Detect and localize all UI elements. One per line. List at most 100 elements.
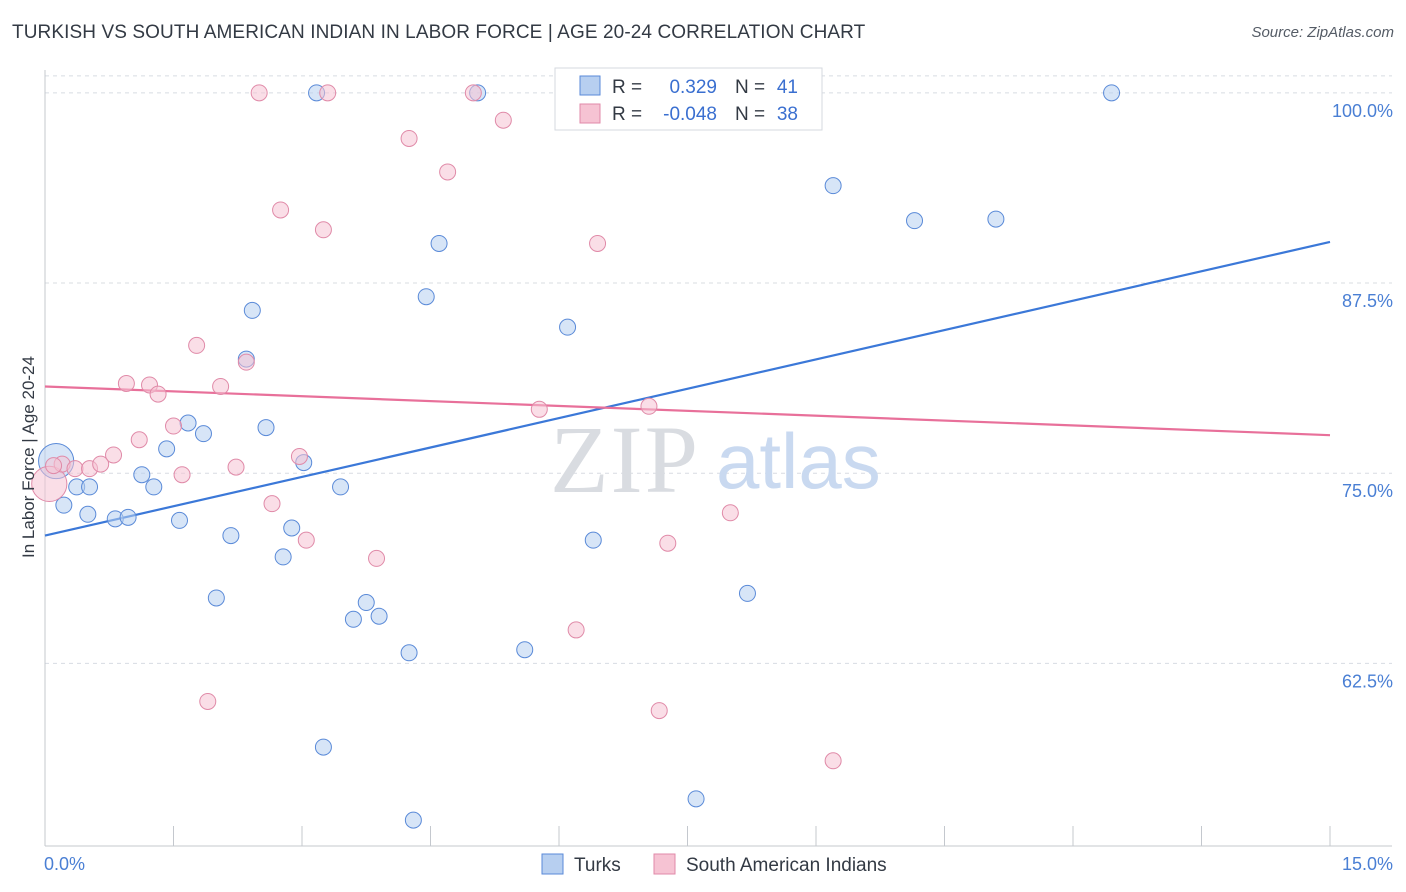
point-south-american-indians [165, 417, 182, 435]
stats-r-label-turks: R = [612, 77, 642, 98]
stats-n-label-turks: N = [735, 77, 765, 98]
y-tick-label: 75.0% [1342, 481, 1393, 501]
stats-n-value-turks: 41 [777, 77, 798, 98]
point-south-american-indians [319, 84, 337, 102]
point-turks [79, 505, 97, 523]
point-turks [274, 548, 292, 566]
point-south-american-indians [721, 504, 739, 522]
point-turks [257, 419, 275, 437]
point-south-american-indians [66, 460, 84, 478]
point-south-american-indians [263, 495, 281, 513]
point-turks [145, 478, 163, 496]
stats-n-label-south-american-indians: N = [735, 104, 765, 125]
point-south-american-indians [824, 752, 842, 770]
point-turks [404, 811, 422, 829]
point-south-american-indians [199, 692, 217, 710]
point-turks [332, 478, 350, 496]
point-turks [119, 508, 137, 526]
chart-title: TURKISH VS SOUTH AMERICAN INDIAN IN LABO… [12, 22, 866, 43]
point-turks [194, 425, 212, 443]
point-south-american-indians [368, 549, 386, 567]
point-south-american-indians [314, 221, 332, 239]
series-legend: Turks South American Indians [541, 853, 887, 876]
point-turks [400, 644, 418, 662]
point-south-american-indians [650, 702, 668, 720]
tick-labels: 62.5% 75.0% 87.5% 100.0% 0.0% 15.0% [44, 101, 1393, 874]
stats-swatch-turks [579, 75, 601, 96]
point-turks [370, 607, 388, 625]
point-turks [417, 288, 435, 306]
point-turks [170, 511, 188, 529]
point-turks [516, 641, 534, 659]
watermark-zip: ZIP [550, 406, 700, 513]
y-tick-label: 87.5% [1342, 291, 1393, 311]
point-south-american-indians [297, 531, 315, 549]
point-turks [283, 519, 301, 537]
stats-r-label-south-american-indians: R = [612, 104, 642, 125]
point-turks [158, 440, 176, 458]
point-turks [243, 301, 261, 319]
point-south-american-indians [227, 458, 245, 476]
point-south-american-indians [464, 84, 482, 102]
stats-r-value-turks: 0.329 [669, 77, 717, 98]
point-south-american-indians [659, 534, 677, 552]
point-south-american-indians [149, 385, 167, 403]
point-turks [314, 738, 332, 756]
point-turks [1103, 84, 1121, 102]
trend-line-turks [44, 240, 1331, 537]
source-note: Source: ZipAtlas.com [1251, 24, 1394, 41]
point-south-american-indians [290, 447, 308, 465]
point-south-american-indians [237, 353, 255, 371]
trend-line-south-american-indians [44, 385, 1331, 437]
point-turks [179, 414, 197, 432]
point-south-american-indians [589, 234, 607, 252]
data-points [31, 84, 1121, 829]
point-south-american-indians [530, 400, 548, 418]
point-turks [559, 318, 577, 336]
stats-legend: R = 0.329 N = 41 R = -0.048 N = 38 [554, 67, 823, 131]
legend-swatch-south-american-indians [653, 853, 676, 875]
point-turks [357, 594, 375, 612]
point-south-american-indians [92, 455, 110, 473]
point-south-american-indians [117, 374, 135, 392]
y-tick-label: 62.5% [1342, 671, 1393, 691]
x-tick-label-max: 15.0% [1342, 854, 1393, 874]
point-turks [222, 527, 240, 545]
point-south-american-indians [567, 621, 585, 639]
point-turks [133, 466, 151, 484]
point-turks [430, 234, 448, 252]
point-turks [824, 177, 842, 195]
trend-lines [44, 240, 1331, 537]
point-turks [687, 790, 705, 808]
legend-label-south-american-indians: South American Indians [686, 855, 887, 876]
point-south-american-indians [130, 431, 148, 449]
point-turks [344, 610, 362, 628]
point-turks [906, 212, 924, 230]
stats-swatch-south-american-indians [579, 103, 601, 124]
point-south-american-indians [640, 397, 658, 415]
point-turks [738, 584, 756, 602]
point-south-american-indians [105, 446, 123, 464]
point-south-american-indians [494, 111, 512, 129]
point-south-american-indians [250, 84, 268, 102]
stats-r-value-south-american-indians: -0.048 [663, 104, 717, 125]
point-south-american-indians [212, 377, 230, 395]
legend-swatch-turks [541, 853, 564, 875]
point-south-american-indians [188, 336, 206, 354]
point-turks [987, 210, 1005, 228]
legend-label-turks: Turks [574, 855, 621, 876]
point-south-american-indians [400, 129, 418, 147]
y-axis-title: In Labor Force | Age 20-24 [19, 356, 38, 558]
point-south-american-indians [439, 163, 457, 181]
point-south-american-indians [272, 201, 290, 219]
point-turks [584, 531, 602, 549]
watermark-atlas: atlas [716, 417, 881, 505]
y-tick-label: 100.0% [1332, 101, 1393, 121]
x-tick-label-min: 0.0% [44, 854, 85, 874]
point-south-american-indians [45, 457, 63, 475]
point-turks [81, 478, 99, 496]
point-turks [207, 589, 225, 607]
point-turks [55, 496, 73, 514]
stats-n-value-south-american-indians: 38 [777, 104, 798, 125]
